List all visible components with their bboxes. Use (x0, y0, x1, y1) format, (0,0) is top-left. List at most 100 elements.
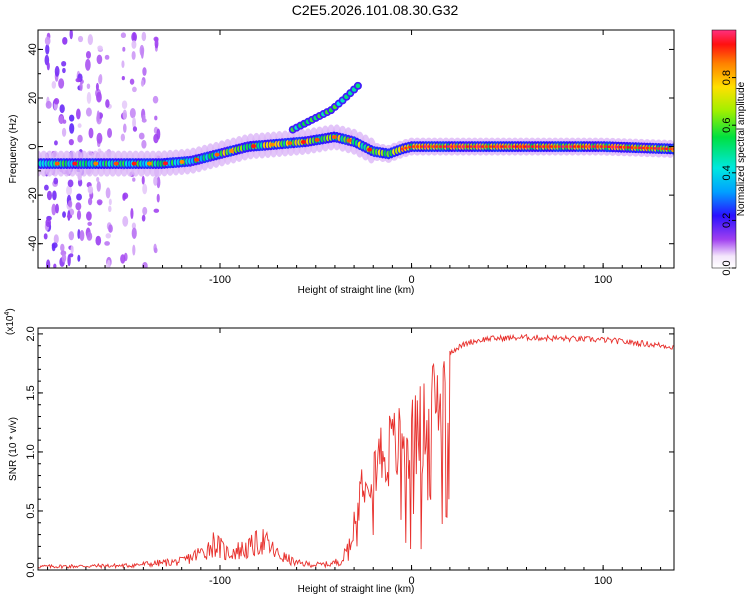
spectrogram-track-core (526, 145, 531, 148)
spectrogram-track-core (549, 145, 554, 148)
spectrogram-noise-blob (79, 82, 83, 92)
spectrogram-noise-blob (60, 243, 65, 252)
spectrogram-track-blob (72, 161, 78, 166)
spectrogram-track-core (557, 145, 561, 148)
spectrogram-frame (37, 29, 675, 269)
snr-xtick-label: 0 (408, 575, 414, 587)
spectrogram-noise-blob (120, 133, 125, 142)
spectrogram-noise-blob (66, 214, 73, 219)
spectrogram-noise-blob (86, 231, 93, 241)
spectrogram-noise-blob (86, 92, 92, 104)
spectrogram-track-core (434, 145, 439, 148)
spectrogram-noise-blob (97, 45, 103, 51)
spectrogram-track-core (404, 146, 408, 150)
spectrogram-noise-blob (132, 177, 136, 182)
spectrogram-noise-blob (122, 192, 129, 200)
snr-xtick-label: -100 (209, 575, 231, 587)
spectrogram-noise-blob (132, 86, 137, 93)
spectrogram-track-core (645, 146, 649, 150)
spectrogram-track-core (415, 145, 420, 148)
spectrogram-track-blob (314, 137, 320, 142)
spectrogram-track-blob (346, 138, 352, 143)
spectrogram-track-core (411, 145, 416, 148)
spectrogram-noise-blob (53, 234, 59, 244)
spectrogram-track-blob (93, 161, 99, 166)
spectrogram-track-blob (228, 148, 234, 153)
spectrogram-track-core (503, 145, 508, 148)
colorbar-tick-label: 0.8 (721, 70, 733, 85)
spectrogram-track-blob (113, 161, 119, 166)
spectrogram-heatmap (38, 30, 674, 268)
snr-ylabel: SNR (10 * v/v) (8, 417, 19, 481)
spectrogram-noise-blob (121, 100, 128, 109)
spectrogram-noise-blob (61, 60, 67, 67)
spectrogram-noise-blob (107, 128, 113, 138)
spectrogram-track-core (454, 145, 458, 148)
spectrogram-track-core (488, 145, 492, 148)
spectrogram-track-core (572, 145, 577, 148)
spectrogram-noise-blob (132, 126, 138, 132)
spectrogram-noise-blob (52, 190, 57, 201)
spectrogram-noise-blob (77, 254, 81, 262)
spectrogram-noise-blob (55, 203, 59, 214)
spectrogram-track-core (603, 145, 607, 148)
spectrogram-noise-blob (121, 75, 125, 81)
spectrogram-noise-blob (131, 222, 137, 230)
spectrogram-track-core (542, 145, 546, 148)
spectrogram-noise-blob (61, 127, 67, 137)
spectrogram-noise-blob (87, 185, 94, 194)
spectrogram-noise-blob (156, 128, 161, 140)
spectrogram-xtick-label: -100 (209, 274, 231, 286)
spectrogram-noise-blob (69, 123, 75, 134)
colorbar-label: Normalized spectral amplitude (736, 81, 747, 216)
spectrogram-noise-blob (62, 211, 66, 218)
spectrogram-track-core (630, 146, 634, 149)
spectrogram-noise-blob (132, 32, 136, 43)
colorbar-tick-label: 0.2 (721, 213, 733, 228)
spectrogram-track-core (618, 145, 623, 149)
spectrogram-noise-blob (53, 177, 59, 185)
spectrogram-ytick-label: 0 (27, 144, 39, 150)
spectrogram-track-core (661, 147, 665, 150)
snr-xtick-label: 100 (594, 575, 612, 587)
spectrogram-track-core (580, 145, 584, 148)
spectrogram-noise-blob (79, 230, 85, 242)
spectrogram-xtick-label: 100 (594, 274, 612, 286)
snr-axes: -100 0 100 0.0 0.5 1.0 1.5 2.0 (25, 326, 674, 587)
spectrogram-noise-blob (131, 227, 137, 239)
spectrogram-track-core (438, 145, 442, 148)
spectrogram-track-core (611, 145, 615, 149)
spectrogram-track-core (626, 146, 630, 149)
spectrogram-noise-blob (62, 67, 66, 74)
spectrogram-noise-blob (53, 263, 57, 268)
spectrogram-noise-blob (46, 190, 52, 201)
spectrogram-noise-blob (51, 203, 57, 216)
snr-ytick-label: 0.0 (25, 562, 37, 577)
spectrogram-track-core (538, 145, 542, 148)
spectrogram-track-core (427, 145, 431, 148)
spectrogram-noise-blob (54, 65, 60, 77)
spectrogram-noise-blob (75, 202, 82, 211)
spectrogram-track-blob (367, 147, 373, 152)
spectrogram-track-blob (287, 141, 293, 146)
spectrogram-track-core (653, 147, 657, 150)
spectrogram-noise-blob (87, 221, 93, 227)
spectrogram-noise-blob (67, 200, 73, 208)
snr-ytick-label: 1.5 (25, 385, 37, 400)
spectrogram-track-core (657, 147, 661, 150)
spectrogram-noise-blob (68, 231, 75, 241)
spectrogram-noise-blob (153, 176, 158, 186)
spectrogram-noise-blob (76, 210, 82, 220)
snr-ytick-label: 1.0 (25, 444, 37, 459)
spectrogram-track-core (634, 146, 638, 149)
spectrogram-axes: -100 0 100 40 20 0 -20 -40 (27, 30, 674, 286)
spectrogram-noise-blob (46, 61, 50, 71)
spectrogram-noise-blob (129, 78, 135, 85)
spectrogram-noise-blob (44, 36, 51, 46)
spectrogram-noise-blob (44, 184, 49, 191)
spectrogram-noise-blob (53, 97, 60, 105)
spectrogram-noise-blob (104, 54, 110, 60)
spectrogram-track-core (484, 145, 488, 148)
spectrogram-track-core (473, 145, 477, 148)
spectrogram-noise-blob (77, 123, 82, 128)
